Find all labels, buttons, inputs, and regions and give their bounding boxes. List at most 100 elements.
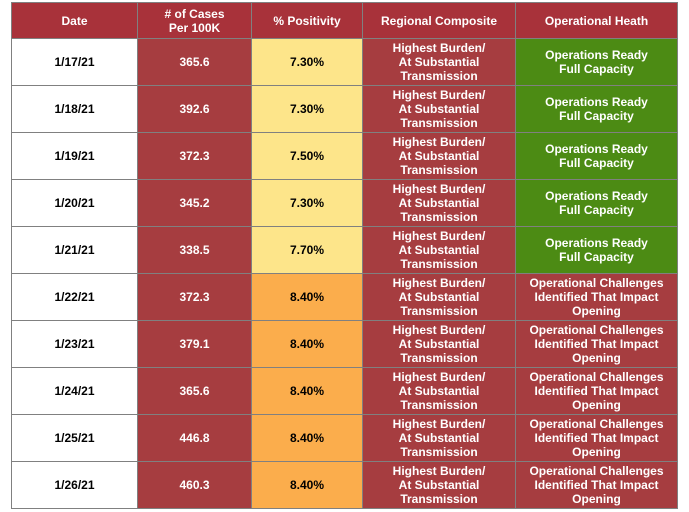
positivity-cell: 7.30% <box>251 38 363 86</box>
positivity-cell: 7.70% <box>251 226 363 274</box>
operational-health-line: Operations Ready <box>545 236 648 250</box>
cases-cell: 365.6 <box>137 367 252 415</box>
regional-composite-line: Highest Burden/ <box>392 276 486 290</box>
operational-health-cell: Operational Challenges Identified That Im… <box>515 461 678 509</box>
positivity-cell: 8.40% <box>251 320 363 368</box>
regional-composite-cell: Highest Burden/At Substantial Transmissio… <box>362 414 516 462</box>
operational-health-line: Full Capacity <box>559 203 634 217</box>
operational-health-line: Opening <box>572 492 621 506</box>
table-row: 1/25/21 446.8 8.40% Highest Burden/At Subst… <box>11 414 678 462</box>
regional-composite-cell: Highest Burden/At Substantial Transmissio… <box>362 85 516 133</box>
positivity-cell: 8.40% <box>251 273 363 321</box>
operational-health-cell: Operations Ready Full Capacity <box>515 38 678 86</box>
regional-composite-line: At Substantial <box>398 384 480 398</box>
operational-health-cell: Operations Ready Full Capacity <box>515 179 678 227</box>
header-positivity: % Positivity <box>251 2 363 39</box>
regional-composite-cell: Highest Burden/At Substantial Transmissio… <box>362 273 516 321</box>
operational-health-line: Identified That Impact <box>534 478 659 492</box>
operational-health-cell: Operational Challenges Identified That Im… <box>515 273 678 321</box>
cases-cell: 446.8 <box>137 414 252 462</box>
regional-composite-line: At Substantial <box>398 243 480 257</box>
operational-health-line: Operational Challenges <box>529 370 664 384</box>
date-cell: 1/18/21 <box>11 85 138 133</box>
regional-composite-line: Highest Burden/ <box>392 88 486 102</box>
operational-health-line: Full Capacity <box>559 156 634 170</box>
regional-composite-line: Highest Burden/ <box>392 229 486 243</box>
table-row: 1/17/21 365.6 7.30% Highest Burden/At Subst… <box>11 38 678 86</box>
table-body: 1/17/21 365.6 7.30% Highest Burden/At Subst… <box>11 38 678 509</box>
table-row: 1/24/21 365.6 8.40% Highest Burden/At Subst… <box>11 367 678 415</box>
header-cases: # of Cases Per 100K <box>137 2 252 39</box>
regional-composite-line: Transmission <box>400 69 478 83</box>
table-row: 1/18/21 392.6 7.30% Highest Burden/At Subst… <box>11 85 678 133</box>
table-row: 1/20/21 345.2 7.30% Highest Burden/At Subst… <box>11 179 678 227</box>
regional-composite-line: Highest Burden/ <box>392 182 486 196</box>
regional-composite-line: Highest Burden/ <box>392 323 486 337</box>
date-cell: 1/17/21 <box>11 38 138 86</box>
regional-composite-line: Transmission <box>400 163 478 177</box>
operational-health-line: Operational Challenges <box>529 276 664 290</box>
operational-health-line: Full Capacity <box>559 250 634 264</box>
regional-composite-line: Transmission <box>400 304 478 318</box>
operational-health-line: Operational Challenges <box>529 464 664 478</box>
operational-health-cell: Operational Challenges Identified That Im… <box>515 320 678 368</box>
header-regional-composite: Regional Composite <box>362 2 516 39</box>
operational-health-line: Operational Challenges <box>529 417 664 431</box>
operational-health-line: Operations Ready <box>545 95 648 109</box>
header-date: Date <box>11 2 138 39</box>
date-cell: 1/25/21 <box>11 414 138 462</box>
regional-composite-line: Transmission <box>400 351 478 365</box>
date-cell: 1/24/21 <box>11 367 138 415</box>
operational-health-line: Operations Ready <box>545 48 648 62</box>
regional-composite-line: At Substantial <box>398 55 480 69</box>
cases-cell: 365.6 <box>137 38 252 86</box>
cases-cell: 379.1 <box>137 320 252 368</box>
regional-composite-line: At Substantial <box>398 290 480 304</box>
date-cell: 1/23/21 <box>11 320 138 368</box>
positivity-cell: 7.30% <box>251 179 363 227</box>
operational-health-cell: Operations Ready Full Capacity <box>515 132 678 180</box>
cases-cell: 392.6 <box>137 85 252 133</box>
date-cell: 1/22/21 <box>11 273 138 321</box>
regional-composite-line: Transmission <box>400 116 478 130</box>
operational-health-line: Identified That Impact <box>534 337 659 351</box>
regional-composite-cell: Highest Burden/At Substantial Transmissio… <box>362 132 516 180</box>
operational-health-line: Operational Challenges <box>529 323 664 337</box>
operational-health-line: Operations Ready <box>545 189 648 203</box>
regional-composite-line: At Substantial <box>398 478 480 492</box>
operational-health-line: Opening <box>572 445 621 459</box>
date-cell: 1/26/21 <box>11 461 138 509</box>
date-cell: 1/20/21 <box>11 179 138 227</box>
regional-composite-cell: Highest Burden/At Substantial Transmissio… <box>362 461 516 509</box>
positivity-cell: 7.50% <box>251 132 363 180</box>
regional-composite-cell: Highest Burden/At Substantial Transmissio… <box>362 38 516 86</box>
header-cases-line-2: Per 100K <box>168 20 221 35</box>
regional-composite-line: Transmission <box>400 398 478 412</box>
regional-composite-line: Transmission <box>400 492 478 506</box>
regional-composite-line: At Substantial <box>398 149 480 163</box>
operational-health-line: Opening <box>572 351 621 365</box>
operational-health-line: Operations Ready <box>545 142 648 156</box>
regional-composite-cell: Highest Burden/At Substantial Transmissio… <box>362 179 516 227</box>
operational-health-line: Identified That Impact <box>534 384 659 398</box>
table-row: 1/23/21 379.1 8.40% Highest Burden/At Subst… <box>11 320 678 368</box>
date-cell: 1/21/21 <box>11 226 138 274</box>
positivity-cell: 8.40% <box>251 414 363 462</box>
regional-composite-line: Highest Burden/ <box>392 41 486 55</box>
table-row: 1/19/21 372.3 7.50% Highest Burden/At Subst… <box>11 132 678 180</box>
regional-composite-line: At Substantial <box>398 196 480 210</box>
cases-cell: 460.3 <box>137 461 252 509</box>
operational-health-line: Opening <box>572 398 621 412</box>
operational-health-line: Identified That Impact <box>534 431 659 445</box>
operational-health-line: Full Capacity <box>559 109 634 123</box>
regional-composite-line: Highest Burden/ <box>392 135 486 149</box>
regional-composite-line: At Substantial <box>398 431 480 445</box>
cases-cell: 372.3 <box>137 273 252 321</box>
header-cases-line-1: # of Cases <box>164 6 225 21</box>
regional-composite-line: At Substantial <box>398 102 480 116</box>
regional-composite-line: Highest Burden/ <box>392 370 486 384</box>
positivity-cell: 8.40% <box>251 367 363 415</box>
table-row: 1/22/21 372.3 8.40% Highest Burden/At Subst… <box>11 273 678 321</box>
operational-health-cell: Operations Ready Full Capacity <box>515 226 678 274</box>
covid-metrics-table: Date # of Cases Per 100K % Positivity Re… <box>11 2 678 509</box>
